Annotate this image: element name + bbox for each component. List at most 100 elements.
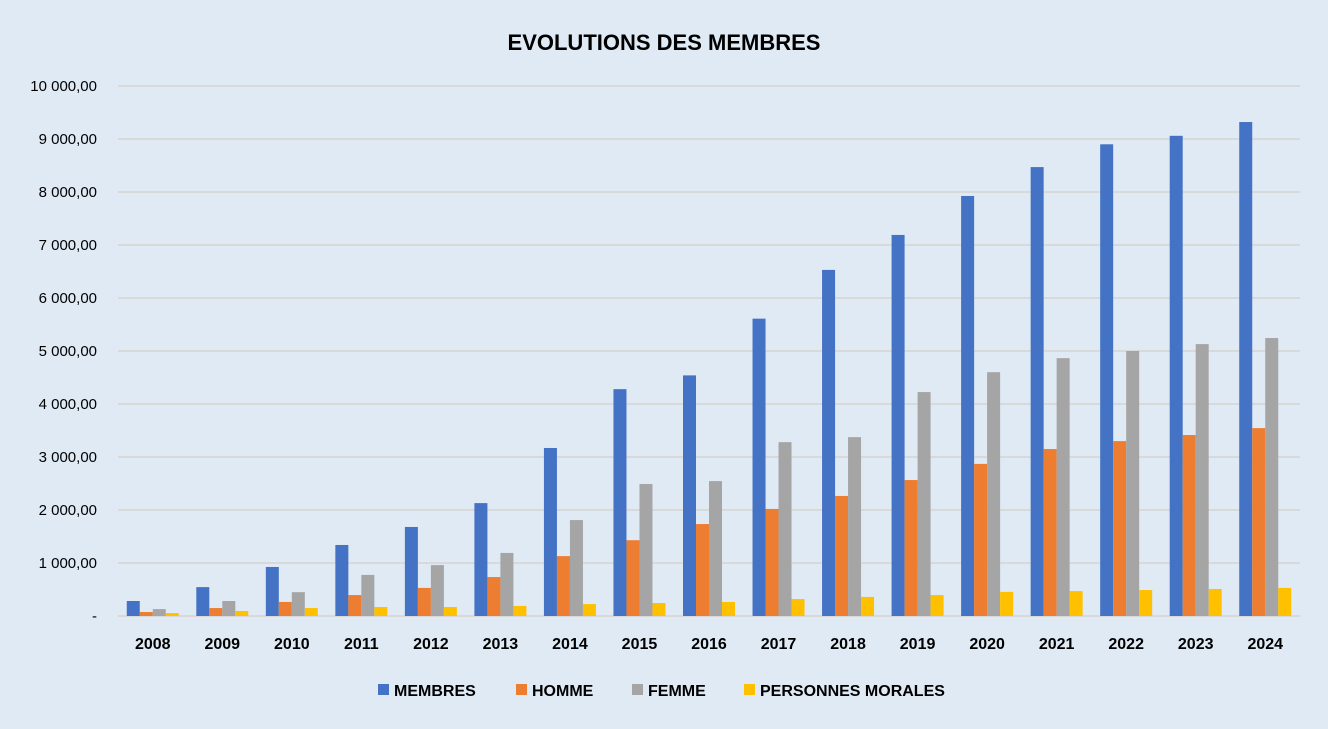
y-tick-label: 1 000,00 xyxy=(39,555,97,572)
y-tick-label: 9 000,00 xyxy=(39,131,97,148)
bar-femme-2011 xyxy=(361,574,375,616)
bar-membres-2010 xyxy=(265,566,279,616)
x-tick-label: 2010 xyxy=(274,636,310,653)
bar-personnes-morales-2011 xyxy=(374,606,388,616)
x-tick-label: 2015 xyxy=(622,636,658,653)
x-tick-label: 2014 xyxy=(552,636,588,653)
bar-membres-2017 xyxy=(752,318,766,616)
chart-title: EVOLUTIONS DES MEMBRES xyxy=(508,30,821,55)
bar-homme-2021 xyxy=(1043,449,1057,616)
x-tick-label: 2023 xyxy=(1178,636,1214,653)
legend-label: HOMME xyxy=(532,683,594,700)
y-tick-label: 10 000,00 xyxy=(30,78,97,95)
bar-femme-2024 xyxy=(1265,338,1279,616)
bar-membres-2022 xyxy=(1100,144,1114,617)
bar-femme-2016 xyxy=(709,481,722,616)
y-tick-label: 5 000,00 xyxy=(39,343,97,360)
x-tick-label: 2009 xyxy=(204,636,240,653)
bar-femme-2014 xyxy=(569,520,583,616)
x-tick-label: 2016 xyxy=(691,636,727,653)
bar-membres-2021 xyxy=(1030,167,1044,616)
x-tick-label: 2008 xyxy=(135,636,171,653)
legend-swatch xyxy=(632,684,643,695)
bar-homme-2009 xyxy=(209,608,223,616)
legend-label: FEMME xyxy=(648,683,706,700)
bar-membres-2020 xyxy=(961,195,975,616)
y-tick-label: 6 000,00 xyxy=(39,290,97,307)
y-tick-label: 7 000,00 xyxy=(39,237,97,254)
bar-femme-2012 xyxy=(430,565,444,616)
bar-homme-2016 xyxy=(696,524,709,616)
bar-personnes-morales-2013 xyxy=(513,605,527,616)
bar-personnes-morales-2010 xyxy=(304,608,318,616)
y-axis: - 1 000,00 2 000,00 3 000,00 4 000,00 5 000,0… xyxy=(30,78,97,625)
gridlines xyxy=(118,85,1300,617)
bar-personnes-morales-2020 xyxy=(1000,591,1014,616)
bar-membres-2018 xyxy=(822,269,836,616)
bar-homme-2024 xyxy=(1252,428,1266,616)
x-tick-label: 2017 xyxy=(761,636,797,653)
x-tick-label: 2022 xyxy=(1108,636,1144,653)
bar-personnes-morales-2023 xyxy=(1208,588,1222,616)
bar-homme-2011 xyxy=(348,595,362,616)
bar-membres-2024 xyxy=(1239,122,1253,616)
bar-homme-2018 xyxy=(835,495,849,616)
bar-femme-2009 xyxy=(222,601,236,616)
bar-homme-2022 xyxy=(1113,441,1127,616)
bar-membres-2015 xyxy=(613,389,627,616)
legend-swatch xyxy=(744,684,755,695)
legend-label: PERSONNES MORALES xyxy=(760,683,945,700)
x-tick-label: 2011 xyxy=(344,636,379,653)
bar-membres-2023 xyxy=(1169,135,1183,616)
bar-personnes-morales-2016 xyxy=(722,601,735,616)
bar-femme-2023 xyxy=(1195,344,1209,616)
bar-femme-2021 xyxy=(1056,358,1070,616)
legend-swatch xyxy=(516,684,527,695)
bar-femme-2015 xyxy=(639,484,653,616)
bar-personnes-morales-2019 xyxy=(930,595,944,616)
bar-membres-2019 xyxy=(891,234,905,616)
bars xyxy=(126,122,1292,617)
y-tick-label: 2 000,00 xyxy=(39,502,97,519)
bar-homme-2019 xyxy=(904,480,918,616)
y-tick-label: 8 000,00 xyxy=(39,184,97,201)
bar-femme-2008 xyxy=(152,609,166,616)
bar-personnes-morales-2017 xyxy=(791,599,805,616)
x-tick-label: 2018 xyxy=(830,636,866,653)
bar-personnes-morales-2014 xyxy=(582,604,596,616)
bar-homme-2012 xyxy=(417,587,431,616)
bar-homme-2008 xyxy=(139,612,153,616)
bar-personnes-morales-2021 xyxy=(1069,591,1083,616)
bar-membres-2012 xyxy=(404,526,418,616)
bar-femme-2020 xyxy=(987,372,1001,616)
legend: MEMBRES HOMME FEMME PERSONNES MORALES xyxy=(378,683,945,700)
bar-femme-2022 xyxy=(1126,351,1140,616)
bar-homme-2023 xyxy=(1182,435,1196,616)
bar-homme-2010 xyxy=(278,601,292,616)
bar-homme-2020 xyxy=(974,463,988,616)
x-tick-label: 2019 xyxy=(900,636,936,653)
bar-membres-2014 xyxy=(543,447,557,616)
bar-femme-2018 xyxy=(848,437,862,616)
x-axis: 2008 2009 2010 2011 2012 2013 2014 2015 2016 2017… xyxy=(135,636,1283,653)
bar-membres-2016 xyxy=(683,375,696,616)
bar-femme-2013 xyxy=(500,552,514,616)
bar-personnes-morales-2015 xyxy=(652,603,666,616)
bar-membres-2013 xyxy=(474,503,488,616)
bar-personnes-morales-2024 xyxy=(1278,587,1292,616)
bar-homme-2014 xyxy=(556,556,570,616)
x-tick-label: 2024 xyxy=(1247,636,1283,653)
bar-homme-2017 xyxy=(765,508,779,616)
bar-personnes-morales-2018 xyxy=(861,596,875,616)
y-tick-label: - xyxy=(92,608,97,625)
x-tick-label: 2013 xyxy=(483,636,519,653)
x-tick-label: 2012 xyxy=(413,636,449,653)
bar-homme-2015 xyxy=(626,540,640,616)
bar-personnes-morales-2012 xyxy=(443,606,457,616)
bar-membres-2011 xyxy=(335,544,349,616)
legend-swatch xyxy=(378,684,389,695)
bar-homme-2013 xyxy=(487,577,501,616)
bar-femme-2019 xyxy=(917,392,931,616)
bar-membres-2008 xyxy=(126,601,140,616)
